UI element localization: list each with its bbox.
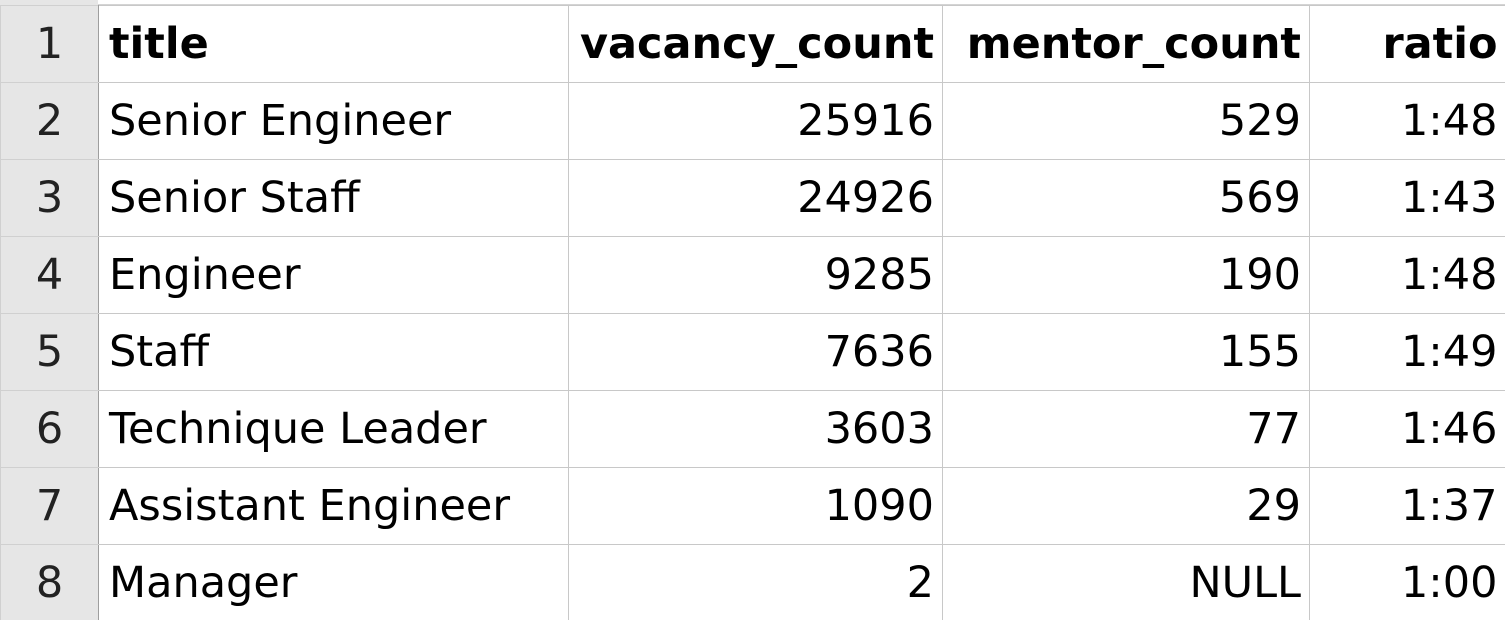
column-header-mentor-count[interactable]: mentor_count	[942, 5, 1310, 83]
row-number[interactable]: 4	[0, 236, 99, 314]
column-header-vacancy-count[interactable]: vacancy_count	[568, 5, 943, 83]
table-row: 7 Assistant Engineer 1090 29 1:37	[0, 467, 1505, 545]
row-number[interactable]: 6	[0, 390, 99, 468]
row-number[interactable]: 8	[0, 544, 99, 620]
cell-title[interactable]: Manager	[98, 544, 569, 620]
cell-mentor-count[interactable]: 29	[942, 467, 1310, 545]
cell-mentor-count[interactable]: 77	[942, 390, 1310, 468]
cell-ratio[interactable]: 1:46	[1309, 390, 1505, 468]
cell-ratio[interactable]: 1:48	[1309, 82, 1505, 160]
table-row: 5 Staff 7636 155 1:49	[0, 313, 1505, 391]
cell-ratio[interactable]: 1:43	[1309, 159, 1505, 237]
table-row: 4 Engineer 9285 190 1:48	[0, 236, 1505, 314]
table-header-row: 1 title vacancy_count mentor_count ratio	[0, 5, 1505, 83]
row-number[interactable]: 2	[0, 82, 99, 160]
cell-vacancy-count[interactable]: 2	[568, 544, 943, 620]
row-number[interactable]: 7	[0, 467, 99, 545]
cell-vacancy-count[interactable]: 25916	[568, 82, 943, 160]
cell-ratio[interactable]: 1:37	[1309, 467, 1505, 545]
cell-ratio[interactable]: 1:49	[1309, 313, 1505, 391]
cell-title[interactable]: Technique Leader	[98, 390, 569, 468]
cell-mentor-count[interactable]: 190	[942, 236, 1310, 314]
row-number[interactable]: 5	[0, 313, 99, 391]
cell-title[interactable]: Engineer	[98, 236, 569, 314]
table-row: 8 Manager 2 NULL 1:00	[0, 544, 1505, 620]
cell-mentor-count[interactable]: NULL	[942, 544, 1310, 620]
cell-vacancy-count[interactable]: 9285	[568, 236, 943, 314]
column-header-title[interactable]: title	[98, 5, 569, 83]
column-header-strip	[0, 0, 1505, 5]
cell-ratio[interactable]: 1:48	[1309, 236, 1505, 314]
table-row: 2 Senior Engineer 25916 529 1:48	[0, 82, 1505, 160]
row-number[interactable]: 1	[0, 5, 99, 83]
cell-title[interactable]: Assistant Engineer	[98, 467, 569, 545]
data-table: 1 title vacancy_count mentor_count ratio…	[0, 5, 1505, 620]
cell-title[interactable]: Senior Engineer	[98, 82, 569, 160]
cell-vacancy-count[interactable]: 3603	[568, 390, 943, 468]
cell-title[interactable]: Senior Staff	[98, 159, 569, 237]
table-row: 6 Technique Leader 3603 77 1:46	[0, 390, 1505, 468]
table-row: 3 Senior Staff 24926 569 1:43	[0, 159, 1505, 237]
cell-vacancy-count[interactable]: 7636	[568, 313, 943, 391]
cell-mentor-count[interactable]: 155	[942, 313, 1310, 391]
cell-mentor-count[interactable]: 569	[942, 159, 1310, 237]
select-all-corner[interactable]	[0, 0, 98, 5]
cell-vacancy-count[interactable]: 24926	[568, 159, 943, 237]
column-header-ratio[interactable]: ratio	[1309, 5, 1505, 83]
cell-mentor-count[interactable]: 529	[942, 82, 1310, 160]
cell-title[interactable]: Staff	[98, 313, 569, 391]
cell-vacancy-count[interactable]: 1090	[568, 467, 943, 545]
cell-ratio[interactable]: 1:00	[1309, 544, 1505, 620]
row-number[interactable]: 3	[0, 159, 99, 237]
